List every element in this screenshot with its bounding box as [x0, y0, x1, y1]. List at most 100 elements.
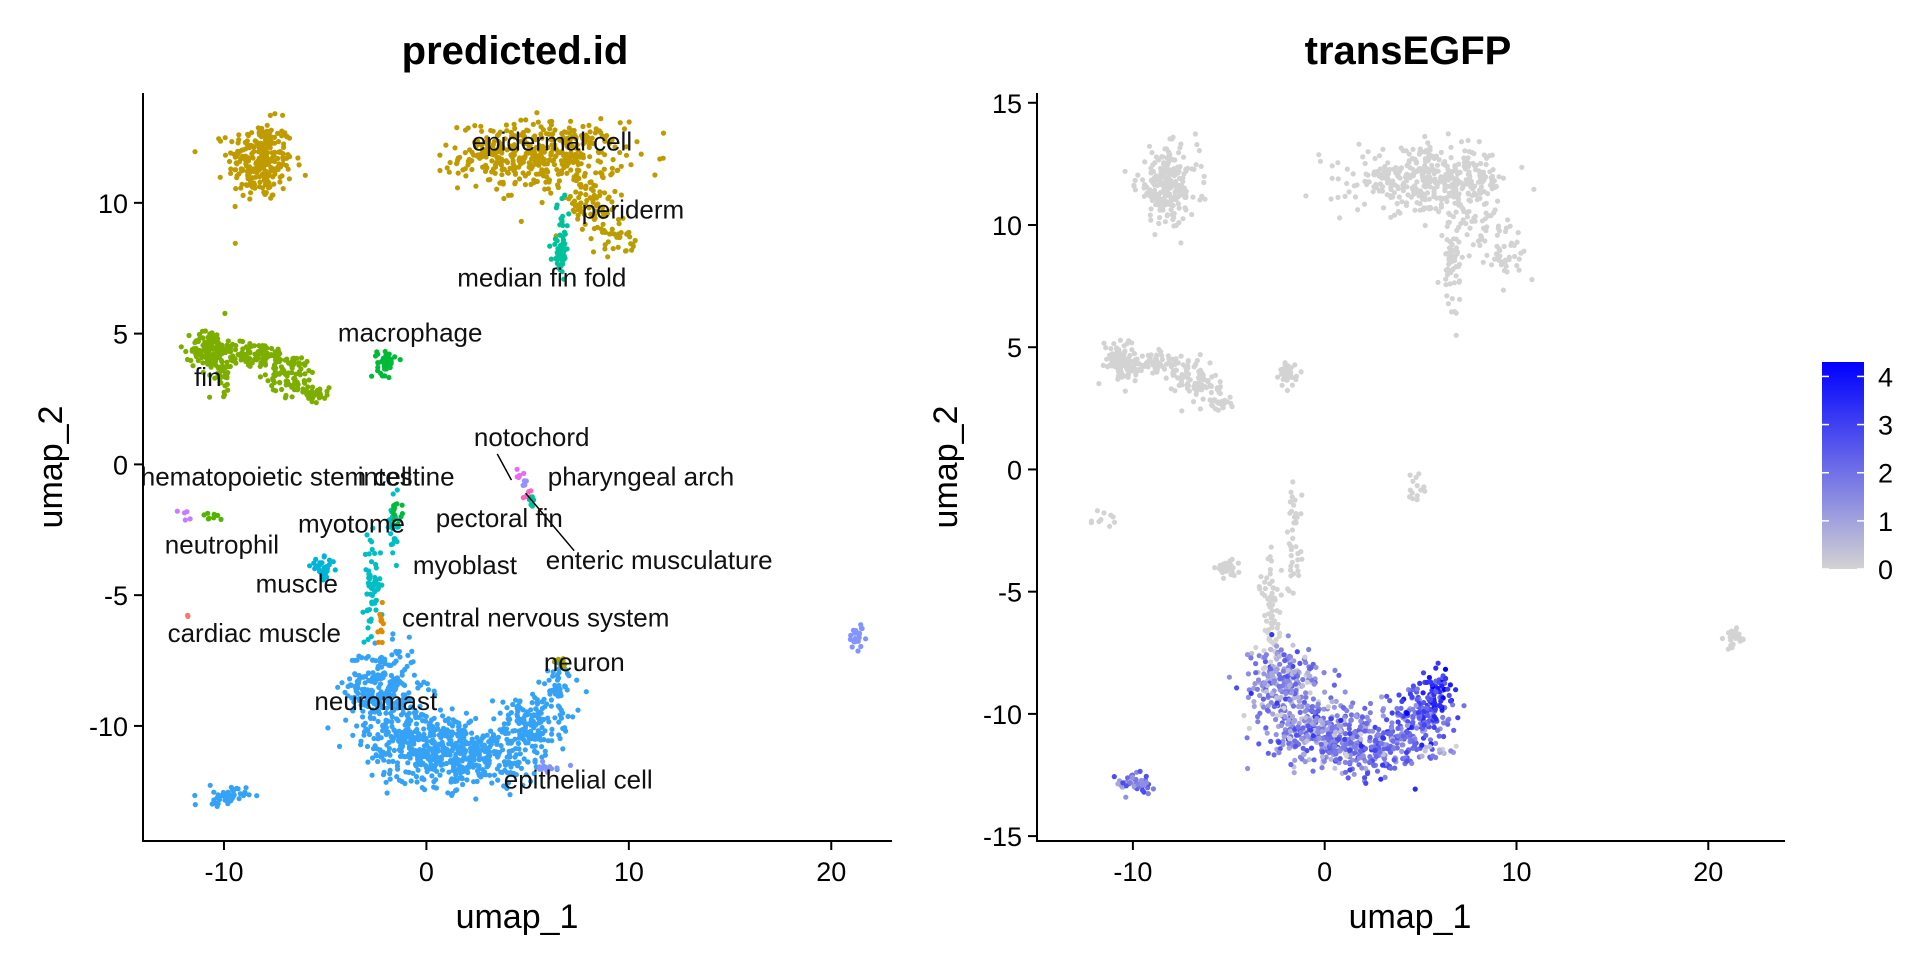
cell-point	[279, 386, 285, 393]
cell-point	[1375, 171, 1381, 177]
cell-point	[397, 357, 403, 363]
cell-point	[1442, 676, 1448, 682]
cell-point	[283, 378, 289, 384]
cell-point	[564, 139, 570, 145]
cell-point	[1291, 770, 1297, 776]
cell-point	[1338, 717, 1344, 724]
predicted-id-panel: predicted.id epidermal cellperidermmedia…	[32, 29, 892, 936]
cell-point	[309, 384, 316, 390]
cell-point	[289, 394, 295, 400]
cell-point	[377, 659, 383, 665]
cell-point	[1193, 162, 1199, 168]
cell-point	[1269, 691, 1275, 697]
cell-point	[1288, 761, 1294, 768]
cell-point	[1245, 765, 1251, 772]
cell-point	[1496, 246, 1502, 252]
cell-point	[1262, 680, 1268, 687]
cell-point	[450, 766, 456, 772]
cell-point	[1412, 207, 1418, 213]
cell-point	[1306, 717, 1312, 723]
cell-point	[375, 639, 382, 645]
cell-point	[1271, 595, 1277, 601]
cell-point	[1452, 254, 1458, 260]
cell-point	[1162, 146, 1168, 152]
cell-point	[1170, 202, 1176, 209]
cell-point	[580, 152, 586, 158]
cell-point	[564, 223, 570, 229]
cell-point	[276, 359, 282, 365]
cell-point	[1337, 756, 1343, 762]
cell-point	[573, 189, 579, 195]
cell-point	[560, 134, 566, 140]
cell-point	[413, 721, 420, 727]
cell-point	[1320, 749, 1326, 755]
cell-point	[1263, 725, 1269, 731]
cell-point	[265, 161, 271, 167]
cell-point	[252, 351, 258, 357]
cell-point	[443, 142, 449, 148]
cell-point	[1451, 280, 1457, 286]
cell-point	[473, 183, 479, 189]
cell-point	[1297, 709, 1303, 716]
cell-point	[1258, 574, 1264, 580]
cell-point	[290, 382, 296, 388]
cell-point	[1310, 696, 1316, 702]
cell-point	[593, 126, 599, 132]
cell-point	[1189, 211, 1195, 218]
cell-point	[500, 179, 506, 185]
cell-point	[365, 670, 371, 676]
cell-point	[1130, 366, 1136, 373]
cell-point	[400, 753, 406, 759]
cell-point	[1335, 176, 1341, 182]
cell-point	[593, 202, 599, 209]
cell-point	[366, 571, 372, 577]
cell-point	[1302, 654, 1308, 660]
cell-point	[1476, 139, 1482, 145]
cell-point	[447, 159, 453, 166]
cell-point	[1253, 670, 1259, 676]
cell-point	[1414, 200, 1420, 206]
cell-point	[1307, 690, 1313, 696]
cell-point	[374, 349, 380, 355]
cell-point	[366, 551, 372, 557]
cell-point	[584, 197, 590, 204]
cell-point	[1145, 791, 1151, 797]
cell-point	[280, 112, 286, 118]
cell-point	[218, 793, 224, 799]
cell-point	[1129, 359, 1135, 365]
cell-point	[536, 720, 542, 726]
cell-point	[1329, 175, 1335, 181]
cell-point	[565, 135, 571, 141]
cell-point	[1357, 748, 1364, 754]
cell-point	[200, 369, 206, 376]
cell-point	[612, 188, 618, 195]
cell-point	[1348, 704, 1354, 710]
cell-point	[1278, 567, 1284, 573]
cell-point	[610, 246, 616, 252]
cell-point	[539, 199, 545, 206]
cell-point	[1396, 194, 1402, 200]
cell-point	[405, 652, 411, 659]
cell-point	[1449, 268, 1455, 274]
cell-point	[552, 127, 558, 133]
cell-point	[573, 177, 579, 184]
cell-point	[1115, 355, 1121, 361]
cell-point	[1263, 652, 1269, 658]
cell-point	[1295, 568, 1301, 574]
cell-point	[1448, 155, 1454, 161]
cell-point	[309, 388, 315, 394]
cell-point	[381, 769, 387, 775]
cell-point	[530, 718, 536, 724]
cell-point	[609, 165, 615, 171]
cell-point	[1139, 787, 1146, 793]
cell-point	[463, 173, 469, 179]
cell-point	[1481, 201, 1487, 207]
cell-point	[202, 328, 208, 334]
cell-point	[586, 163, 592, 169]
cell-point	[1505, 217, 1511, 223]
cell-point	[524, 127, 530, 133]
cell-point	[370, 670, 376, 676]
cell-point	[472, 745, 478, 751]
cell-point	[363, 655, 369, 661]
cell-point	[1449, 247, 1455, 253]
